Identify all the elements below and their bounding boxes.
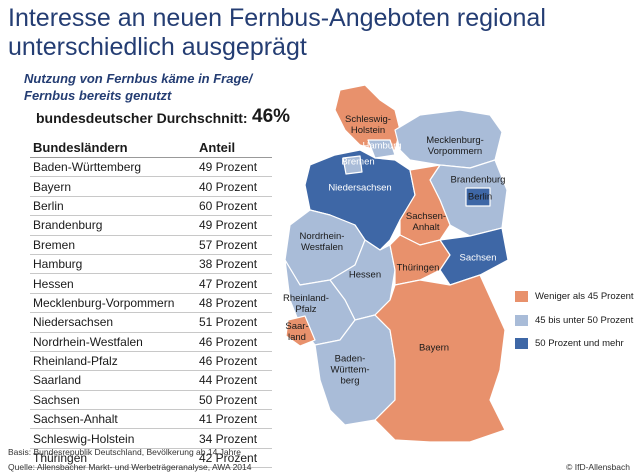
- map-label: Hamburg: [362, 140, 402, 152]
- legend-swatch: [515, 291, 528, 302]
- map-label: Sachsen: [459, 252, 497, 264]
- column-header: Anteil: [196, 138, 272, 158]
- table-cell: Thüringen: [30, 448, 196, 469]
- subtitle-line: Nutzung von Fernbus käme in Frage/: [24, 71, 253, 86]
- table-row: Bremen 57 Prozent: [30, 235, 272, 255]
- table-cell: Saarland: [30, 370, 196, 391]
- map-label: Niedersachsen: [328, 182, 392, 194]
- table-cell: Schleswig-Holstein: [30, 428, 196, 449]
- map-label: Nordrhein- Westfalen: [299, 231, 345, 253]
- table-cell: Rheinland-Pfalz: [30, 351, 196, 372]
- map-label: Brandenburg: [450, 174, 506, 186]
- region: [334, 84, 401, 151]
- table-cell: 49 Prozent: [196, 157, 272, 178]
- map-label: Berlin: [467, 191, 493, 203]
- table-row: Sachsen 50 Prozent: [30, 390, 272, 411]
- table-row: Hessen 47 Prozent: [30, 273, 272, 294]
- map-label: Hessen: [348, 269, 382, 281]
- table-cell: 47 Prozent: [196, 273, 272, 294]
- legend-label: 45 bis unter 50 Prozent: [535, 315, 634, 326]
- footnote: Quelle: Allensbacher Markt- und Werbeträ…: [8, 462, 252, 472]
- table-cell: Mecklenburg-Vorpommern: [30, 293, 196, 314]
- legend-label: Weniger als 45 Prozent: [535, 291, 634, 302]
- table-cell: Berlin: [30, 196, 196, 217]
- table-row: Hamburg 38 Prozent: [30, 254, 272, 275]
- table-cell: 44 Prozent: [196, 370, 272, 391]
- column-header: Bundesländern: [30, 138, 196, 158]
- region: [374, 274, 506, 443]
- map-label: Bremen: [341, 156, 375, 168]
- map-label: Bayern: [418, 342, 450, 354]
- table-row: Bayern 40 Prozent: [30, 176, 272, 197]
- legend-label: 50 Prozent und mehr: [535, 338, 624, 349]
- map-label: Mecklenburg- Vorpommern: [426, 135, 484, 157]
- table-row: Brandenburg 49 Prozent: [30, 215, 272, 236]
- map-label: Rheinland- Pfalz: [283, 293, 329, 315]
- average-label: bundesdeutscher Durchschnitt:: [36, 110, 248, 126]
- footnote: Basis: Bundesrepublik Deutschland, Bevöl…: [8, 447, 241, 457]
- table-row: Mecklenburg-Vorpommern 48 Prozent: [30, 293, 272, 314]
- table-row: Saarland 44 Prozent: [30, 370, 272, 391]
- map-label: Saar- land: [285, 321, 309, 343]
- table-cell: Sachsen-Anhalt: [30, 409, 196, 430]
- table-cell: Nordrhein-Westfalen: [30, 332, 196, 352]
- table-row: Berlin 60 Prozent: [30, 196, 272, 217]
- table-cell: 46 Prozent: [196, 351, 272, 372]
- table-cell: 60 Prozent: [196, 196, 272, 217]
- table-cell: 42 Prozent: [196, 448, 272, 469]
- map-label: Sachsen- Anhalt: [405, 211, 447, 233]
- average-value: 46%: [252, 106, 291, 127]
- table-cell: Hessen: [30, 273, 196, 294]
- table-cell: Niedersachsen: [30, 312, 196, 333]
- title: Interesse an neuen Fernbus-Angeboten reg…: [8, 4, 546, 61]
- table-cell: 51 Prozent: [196, 312, 272, 333]
- table-cell: Sachsen: [30, 390, 196, 411]
- table-cell: Baden-Württemberg: [30, 157, 196, 178]
- map-label: Thüringen: [396, 262, 440, 274]
- subtitle: Nutzung von Fernbus käme in Frage/Fernbu…: [24, 70, 252, 104]
- table-cell: 57 Prozent: [196, 235, 272, 255]
- table-cell: 46 Prozent: [196, 332, 272, 352]
- table-cell: 48 Prozent: [196, 293, 272, 314]
- region: [285, 315, 316, 347]
- map-label: Schleswig- Holstein: [345, 114, 391, 136]
- table-row: Nordrhein-Westfalen 46 Prozent: [30, 332, 272, 352]
- table-cell: Hamburg: [30, 254, 196, 275]
- table: Bundesländern Anteil Baden-Württemberg 49 …: [30, 138, 272, 469]
- table-cell: Bremen: [30, 235, 196, 255]
- table-cell: 34 Prozent: [196, 428, 272, 449]
- table-row: Niedersachsen 51 Prozent: [30, 312, 272, 333]
- table-row: Rheinland-Pfalz 46 Prozent: [30, 351, 272, 372]
- table-cell: 40 Prozent: [196, 176, 272, 197]
- credit: © IfD-Allensbach: [566, 462, 630, 472]
- table-cell: 41 Prozent: [196, 409, 272, 430]
- table-cell: Bayern: [30, 176, 196, 197]
- table-row: Thüringen 42 Prozent: [30, 448, 272, 469]
- region: [465, 187, 491, 207]
- legend-swatch: [515, 315, 528, 326]
- table-row: Baden-Württemberg 49 Prozent: [30, 157, 272, 178]
- table-row: Sachsen-Anhalt 41 Prozent: [30, 409, 272, 430]
- table-cell: 50 Prozent: [196, 390, 272, 411]
- region: [367, 139, 396, 159]
- table-cell: Brandenburg: [30, 215, 196, 236]
- table-cell: 49 Prozent: [196, 215, 272, 236]
- legend-swatch: [515, 338, 528, 349]
- subtitle-line: Fernbus bereits genutzt: [24, 88, 172, 103]
- table-row: Schleswig-Holstein 34 Prozent: [30, 428, 272, 449]
- table-cell: 38 Prozent: [196, 254, 272, 275]
- map-label: Baden- Württem- berg: [330, 353, 370, 387]
- region: [342, 155, 363, 175]
